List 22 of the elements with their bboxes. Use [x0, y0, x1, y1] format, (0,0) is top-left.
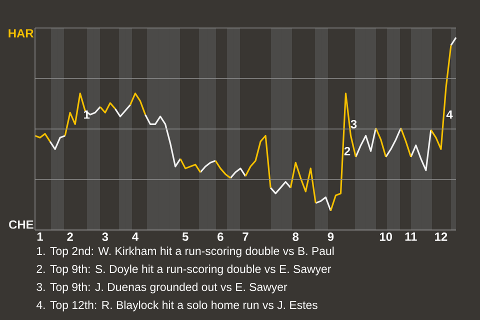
- x-tick-label: 2: [67, 232, 73, 241]
- annotation: 1: [84, 110, 90, 119]
- x-tick-label: 4: [132, 232, 138, 241]
- x-tick-label: 5: [182, 232, 188, 241]
- x-tick-label: 10: [380, 232, 392, 241]
- x-tick-label: 1: [37, 232, 44, 241]
- text: 1. Top 2nd: W. Kirkham hit a run-scoring double vs B. Paul: [37, 246, 334, 258]
- annotation: 4: [446, 110, 453, 119]
- text: CHE: [9, 220, 34, 229]
- text: HAR: [8, 29, 34, 38]
- annotation: 2: [344, 146, 350, 156]
- x-tick-label: 8: [292, 232, 299, 241]
- x-tick-label: 6: [218, 232, 224, 241]
- x-tick-label: 9: [328, 232, 334, 241]
- x-tick-label: 12: [435, 232, 448, 241]
- x-tick-label: 11: [405, 232, 417, 241]
- text: 2. Top 9th: S. Doyle hit a run-scoring double vs E. Sawyer: [36, 264, 332, 276]
- x-tick-label: 7: [242, 232, 248, 241]
- annotation: 3: [350, 120, 357, 128]
- text: 4. Top 12th: R. Blaylock hit a solo home run vs J. Estes: [36, 300, 318, 312]
- x-tick-label: 3: [102, 232, 108, 242]
- text: 3. Top 9th: J. Duenas grounded out vs E. Sawyer: [36, 282, 288, 294]
